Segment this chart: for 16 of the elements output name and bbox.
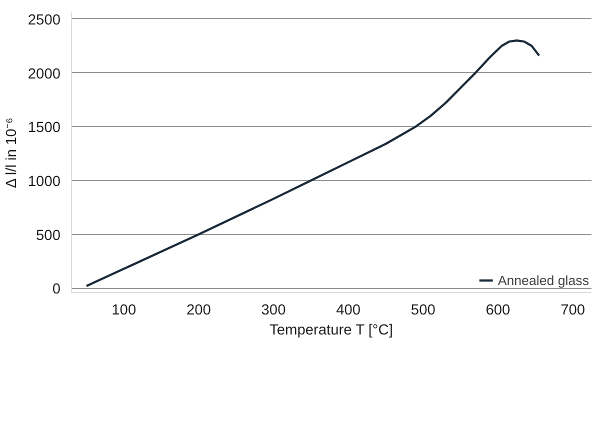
y-tick-label: 0 [52, 282, 61, 298]
y-axis-title: Δ l/l in 10⁻⁶ [4, 118, 20, 188]
y-tick-label: 1500 [28, 120, 61, 136]
x-tick-label: 300 [261, 302, 286, 318]
x-tick-label: 600 [486, 302, 510, 318]
y-tick-label: 500 [36, 228, 61, 244]
x-tick-label: 100 [112, 302, 136, 318]
y-tick-label: 2500 [28, 12, 61, 28]
x-tick-label: 400 [336, 302, 361, 318]
legend-label: Annealed glass [498, 272, 589, 288]
x-axis-title: Temperature T [°C] [270, 322, 393, 338]
x-tick-label: 700 [560, 302, 586, 318]
x-tick-label: 500 [410, 302, 436, 318]
y-tick-label: 1000 [28, 174, 61, 190]
y-tick-label: 2000 [28, 66, 61, 82]
x-tick-label: 200 [186, 302, 211, 318]
